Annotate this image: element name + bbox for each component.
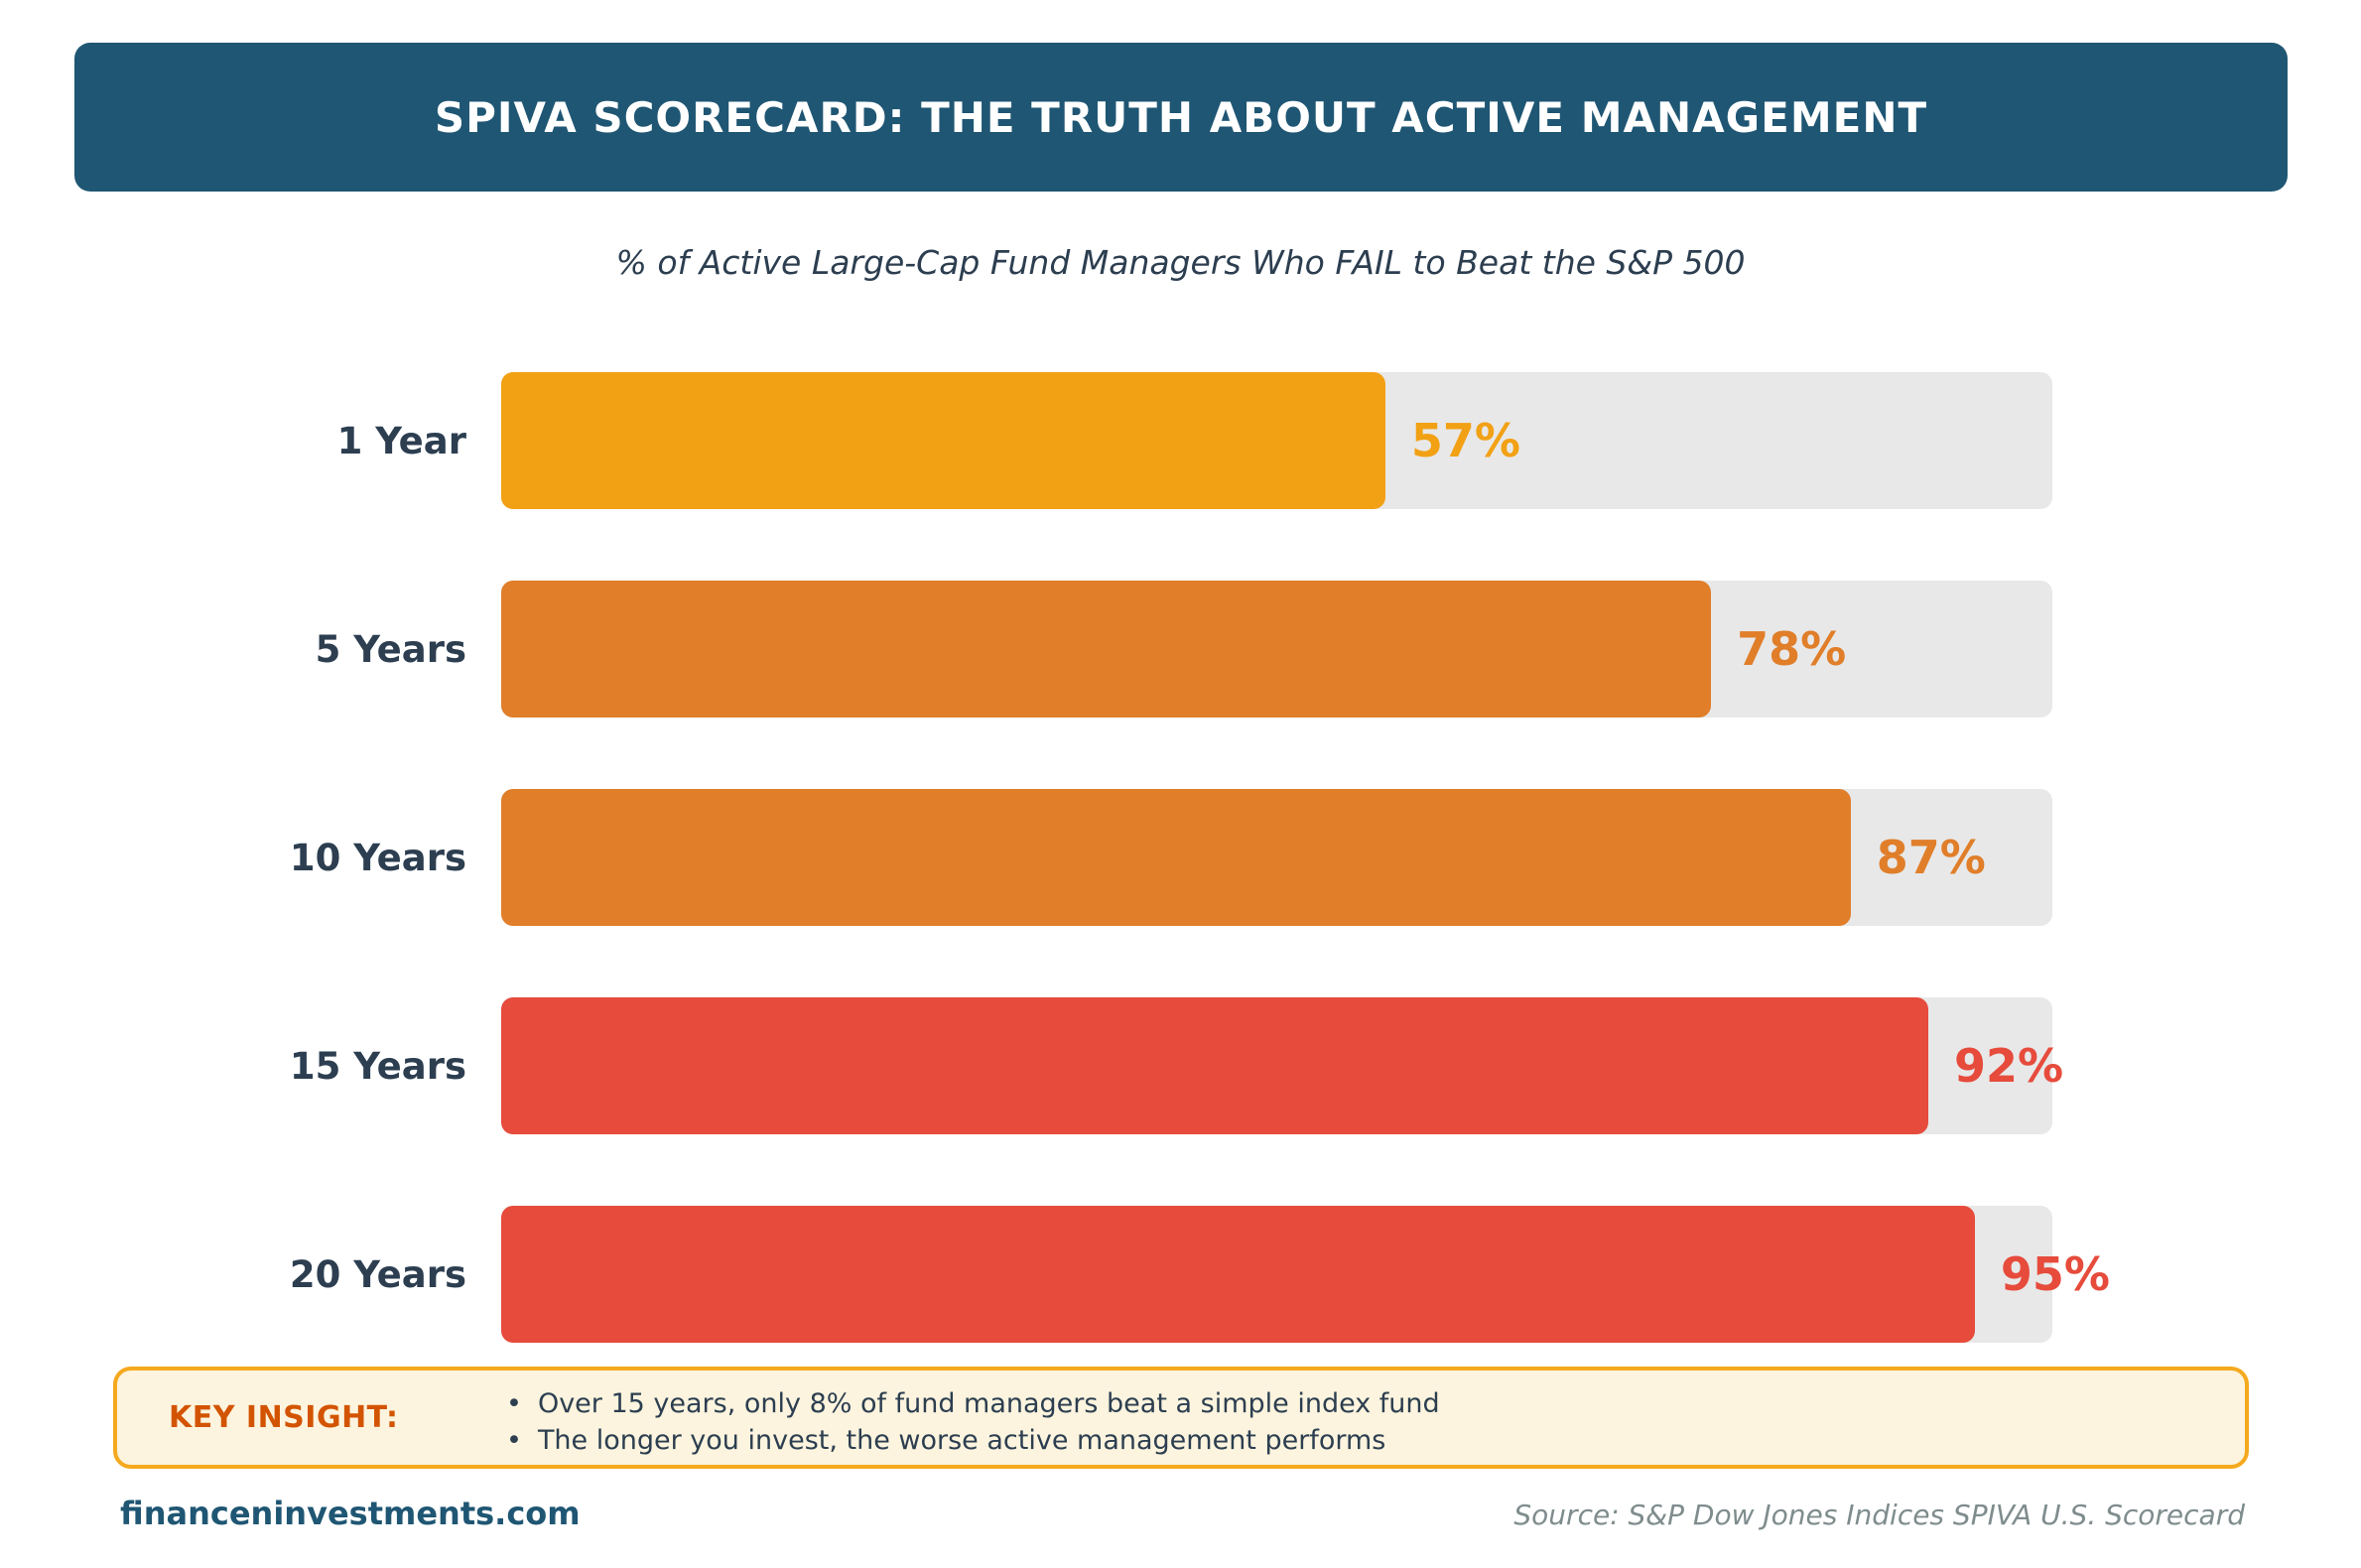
bar-row: 1 Year 57% (0, 372, 2361, 509)
bar-category-label: 15 Years (289, 1044, 466, 1088)
bar-track: 95% (501, 1206, 2110, 1343)
bar-row: 15 Years 92% (0, 997, 2361, 1134)
bar-value-label: 95% (2000, 1247, 2110, 1301)
bar-track: 78% (501, 581, 2052, 718)
bar-fill (501, 372, 1385, 509)
bar-fill (501, 789, 1851, 926)
brand-url: financeninvestments.com (120, 1495, 581, 1532)
key-insight-box: KEY INSIGHT: Over 15 years, only 8% of f… (113, 1367, 2249, 1469)
bar-fill (501, 581, 1712, 718)
bar-row: 20 Years 95% (0, 1206, 2361, 1343)
key-insight-bullet: Over 15 years, only 8% of fund managers … (506, 1385, 1440, 1422)
bar-category-label: 5 Years (315, 627, 466, 671)
key-insight-label: KEY INSIGHT: (169, 1400, 399, 1435)
bar-category-label: 1 Year (336, 419, 466, 462)
bar-value-label: 57% (1410, 414, 1521, 467)
bar-row: 5 Years 78% (0, 581, 2361, 718)
page-title: SPIVA SCORECARD: THE TRUTH ABOUT ACTIVE … (434, 92, 1928, 142)
key-insight-bullet: The longer you invest, the worse active … (506, 1422, 1440, 1459)
bar-fill (501, 997, 1928, 1134)
source-attribution: Source: S&P Dow Jones Indices SPIVA U.S.… (1513, 1499, 2245, 1531)
chart-subtitle: % of Active Large-Cap Fund Managers Who … (615, 243, 1746, 282)
bar-track: 87% (501, 789, 2052, 926)
bar-row: 10 Years 87% (0, 789, 2361, 926)
key-insight-bullet-list: Over 15 years, only 8% of fund managers … (506, 1385, 1440, 1459)
bar-value-label: 87% (1876, 831, 1986, 884)
bar-category-label: 10 Years (289, 836, 466, 879)
bar-category-label: 20 Years (289, 1252, 466, 1296)
bar-track: 92% (501, 997, 2063, 1134)
bar-fill (501, 1206, 1975, 1343)
bar-value-label: 78% (1737, 622, 1847, 676)
header-banner: SPIVA SCORECARD: THE TRUTH ABOUT ACTIVE … (74, 43, 2288, 192)
bar-value-label: 92% (1953, 1039, 2064, 1093)
bar-track: 57% (501, 372, 2052, 509)
